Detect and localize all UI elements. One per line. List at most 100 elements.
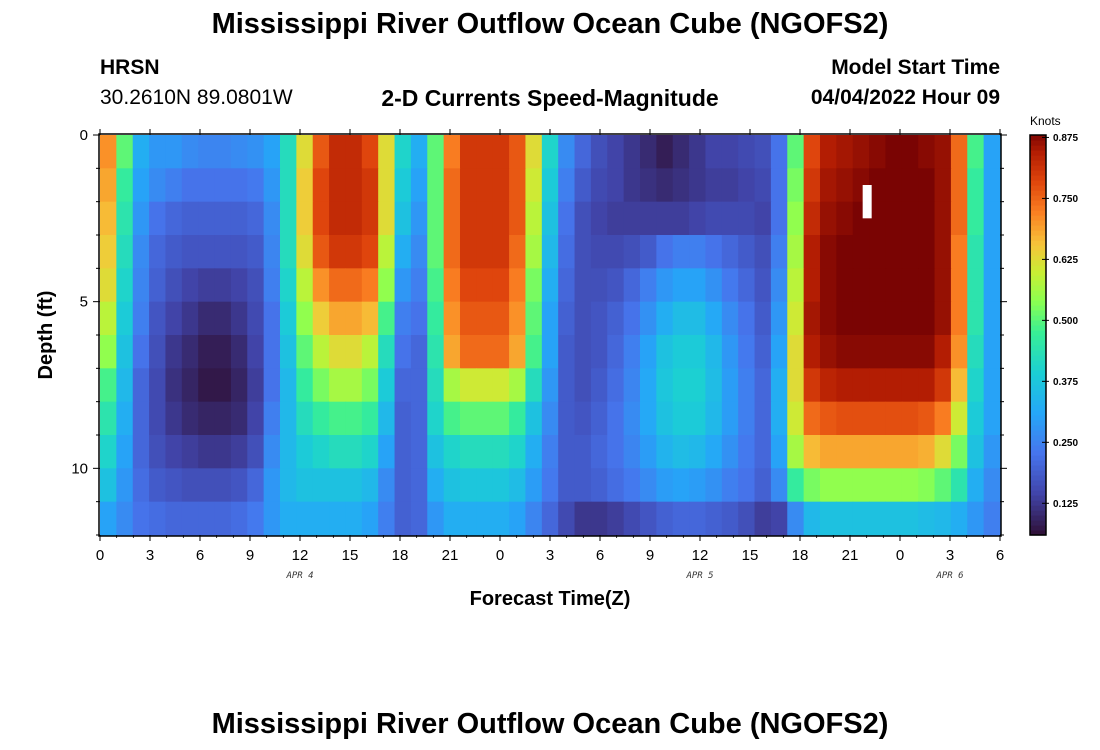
heatmap-cell bbox=[689, 135, 707, 169]
heatmap-cell bbox=[721, 401, 739, 436]
heatmap-cell bbox=[394, 501, 412, 536]
heatmap-cell bbox=[280, 468, 297, 503]
heatmap-cell bbox=[787, 368, 805, 403]
heatmap-cell bbox=[983, 435, 1001, 469]
heatmap-cell bbox=[541, 135, 559, 169]
heatmap-cell bbox=[116, 401, 134, 436]
heatmap-cell bbox=[885, 401, 903, 436]
colorbar-segment bbox=[1030, 410, 1046, 416]
heatmap-cell bbox=[705, 135, 723, 169]
heatmap-cell bbox=[738, 268, 756, 303]
heatmap-cell bbox=[640, 368, 657, 403]
heatmap-cell bbox=[443, 335, 461, 369]
colorbar-frame bbox=[1029, 134, 1047, 536]
heatmap-cell bbox=[280, 268, 297, 303]
heatmap-cell bbox=[525, 235, 543, 269]
heatmap-cell bbox=[836, 301, 854, 336]
heatmap-cell bbox=[590, 501, 608, 536]
second-panel-title: Mississippi River Outflow Ocean Cube (NG… bbox=[211, 708, 889, 740]
heatmap-cell bbox=[214, 201, 232, 236]
heatmap-cell bbox=[967, 201, 985, 236]
colorbar-segment bbox=[1030, 245, 1046, 251]
heatmap-cell bbox=[754, 501, 772, 536]
heatmap-cell bbox=[460, 301, 477, 336]
heatmap-cell bbox=[869, 235, 887, 269]
heatmap-cell bbox=[640, 268, 657, 303]
heatmap-cell bbox=[607, 201, 625, 236]
y-axis-label: Depth (ft) bbox=[35, 291, 57, 380]
heatmap-cell bbox=[623, 401, 641, 436]
heatmap-cell bbox=[247, 135, 265, 169]
colorbar-segment bbox=[1030, 140, 1046, 146]
colorbar-segment bbox=[1030, 175, 1046, 181]
heatmap-cell bbox=[950, 401, 968, 436]
heatmap-cell bbox=[967, 401, 985, 436]
heatmap-cell bbox=[640, 168, 657, 203]
heatmap-cell bbox=[901, 501, 919, 536]
heatmap-cell bbox=[378, 435, 396, 469]
heatmap-cell bbox=[394, 201, 412, 236]
heatmap-cell bbox=[410, 168, 428, 203]
heatmap-cell bbox=[623, 301, 641, 336]
heatmap-cell bbox=[198, 435, 216, 469]
heatmap-cell bbox=[836, 268, 854, 303]
heatmap-cell bbox=[410, 268, 428, 303]
heatmap-cell bbox=[738, 501, 756, 536]
heatmap-cell bbox=[558, 401, 576, 436]
heatmap-cell bbox=[198, 135, 216, 169]
heatmap-cell bbox=[607, 468, 625, 503]
heatmap-cell bbox=[918, 335, 936, 369]
heatmap-cell bbox=[149, 368, 167, 403]
heatmap-cell bbox=[541, 301, 559, 336]
heatmap-cell bbox=[329, 201, 347, 236]
heatmap-cell bbox=[623, 235, 641, 269]
heatmap-cell bbox=[983, 368, 1001, 403]
heatmap-cell bbox=[460, 201, 477, 236]
heatmap-cell bbox=[443, 501, 461, 536]
heatmap-cell bbox=[476, 335, 494, 369]
heatmap-cell bbox=[901, 368, 919, 403]
heatmap-cell bbox=[378, 368, 396, 403]
heatmap-cell bbox=[918, 435, 936, 469]
heatmap-cell bbox=[410, 401, 428, 436]
heatmap-cell bbox=[230, 301, 248, 336]
heatmap-cell bbox=[296, 268, 314, 303]
heatmap-cell bbox=[934, 301, 952, 336]
heatmap-cell bbox=[918, 401, 936, 436]
heatmap-cell bbox=[181, 401, 199, 436]
heatmap-cell bbox=[721, 468, 739, 503]
heatmap-cell bbox=[770, 301, 788, 336]
colorbar-segment bbox=[1030, 345, 1046, 351]
heatmap-cell bbox=[869, 501, 887, 536]
heatmap-cell bbox=[263, 201, 281, 236]
heatmap-cell bbox=[427, 401, 445, 436]
heatmap-cell bbox=[721, 235, 739, 269]
colorbar-segment bbox=[1030, 225, 1046, 231]
heatmap-cell bbox=[263, 368, 281, 403]
heatmap-cell bbox=[410, 435, 428, 469]
date-label: APR 4 bbox=[285, 571, 313, 581]
heatmap-cell bbox=[280, 201, 297, 236]
heatmap-cell bbox=[181, 168, 199, 203]
colorbar-segment bbox=[1030, 180, 1046, 186]
heatmap-cell bbox=[394, 235, 412, 269]
heatmap-cell bbox=[100, 201, 117, 236]
heatmap-cell bbox=[329, 401, 347, 436]
heatmap-cell bbox=[198, 201, 216, 236]
heatmap-cell bbox=[721, 435, 739, 469]
x-tick-label: 3 bbox=[546, 547, 554, 564]
heatmap-cell bbox=[754, 268, 772, 303]
heatmap-cell bbox=[607, 501, 625, 536]
heatmap-cell bbox=[509, 501, 527, 536]
heatmap-cell bbox=[787, 201, 805, 236]
heatmap-cell bbox=[738, 468, 756, 503]
colorbar-segment bbox=[1030, 445, 1046, 451]
heatmap-cell bbox=[770, 135, 788, 169]
heatmap-cell bbox=[967, 468, 985, 503]
heatmap-cell bbox=[689, 368, 707, 403]
heatmap-cell bbox=[378, 501, 396, 536]
x-tick-label: 18 bbox=[392, 547, 409, 564]
colorbar-segment bbox=[1030, 340, 1046, 346]
heatmap-cell bbox=[934, 401, 952, 436]
heatmap-cell bbox=[869, 268, 887, 303]
